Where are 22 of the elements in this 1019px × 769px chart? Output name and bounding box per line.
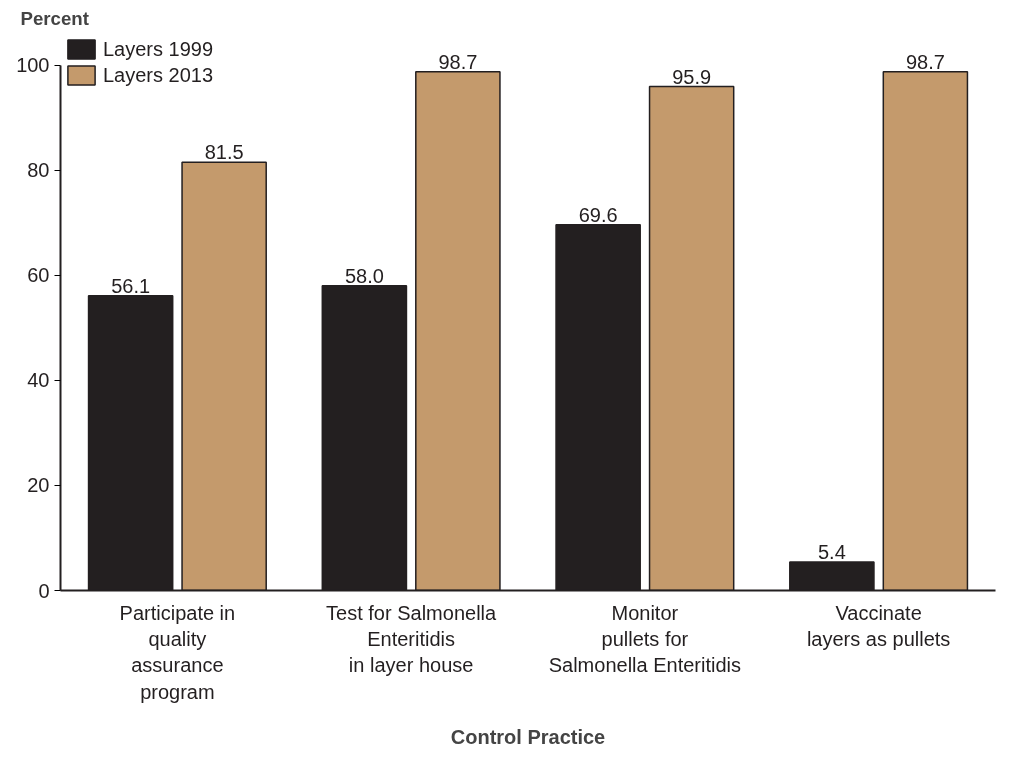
- y-tick-label: 20: [27, 474, 50, 497]
- data-label: 95.9: [672, 65, 712, 88]
- data-label: 58.0: [344, 264, 384, 287]
- y-tick-label: 80: [27, 159, 50, 182]
- x-tick-label: Monitor pullets for Salmonella Enteritidis: [548, 601, 742, 677]
- y-axis-title: Percent: [20, 7, 89, 29]
- data-label: 56.1: [111, 274, 151, 297]
- x-axis-title: Control Practice: [450, 725, 606, 748]
- y-tick-label: 0: [38, 579, 50, 602]
- y-tick-label: 60: [27, 264, 50, 287]
- x-tick-label: Test for Salmonella Enteritidis in layer house: [326, 601, 498, 677]
- legend-label: Layers 1999: [103, 37, 214, 61]
- x-tick-label: Vaccinate layers as pullets: [806, 601, 951, 650]
- x-tick-label: Participate in quality assurance program: [119, 601, 236, 703]
- data-label: 69.6: [578, 203, 618, 226]
- y-tick-label: 40: [27, 369, 50, 392]
- data-label: 98.7: [438, 50, 478, 73]
- legend-label: Layers 2013: [103, 63, 214, 87]
- data-label: 98.7: [905, 50, 945, 73]
- y-tick-label: 100: [16, 54, 50, 77]
- data-label: 81.5: [204, 141, 244, 164]
- data-label: 5.4: [817, 541, 846, 564]
